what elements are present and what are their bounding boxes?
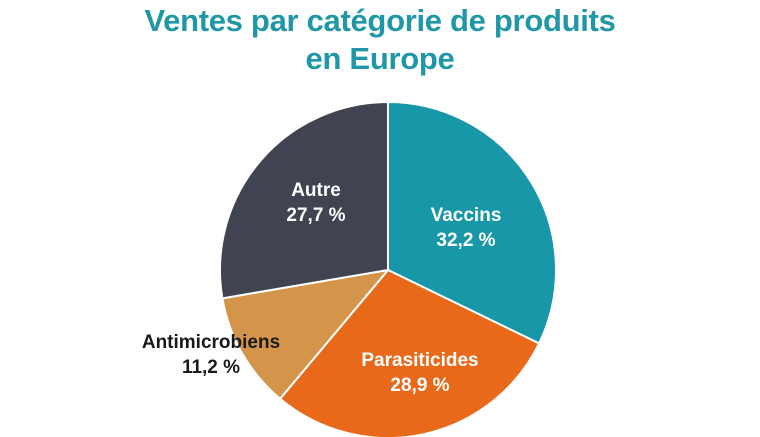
slice-value-parasiticides: 28,9 % bbox=[390, 375, 449, 396]
chart-title-line-1: Ventes par catégorie de produits bbox=[144, 3, 616, 38]
slice-label-vaccins: Vaccins bbox=[431, 205, 502, 226]
pie-labels: Vaccins 32,2 % Parasiticides 28,9 % Antimicr… bbox=[142, 180, 502, 396]
slice-value-vaccins: 32,2 % bbox=[436, 230, 495, 251]
slice-label-autre: Autre bbox=[291, 180, 341, 201]
chart-title: Ventes par catégorie de produits en Euro… bbox=[0, 2, 760, 78]
slice-value-antimicrobiens: 11,2 % bbox=[182, 357, 240, 378]
pie-slices bbox=[219, 101, 557, 437]
pie-slice-parasiticides bbox=[279, 269, 541, 437]
slice-label-parasiticides: Parasiticides bbox=[361, 350, 478, 371]
slice-value-autre: 27,7 % bbox=[286, 205, 345, 226]
pie-slice-vaccins bbox=[387, 101, 557, 345]
pie-slice-antimicrobiens bbox=[221, 269, 389, 400]
slice-label-antimicrobiens: Antimicrobiens bbox=[142, 332, 280, 353]
pie-slice-autre bbox=[219, 101, 389, 300]
chart-title-line-2: en Europe bbox=[305, 41, 455, 76]
